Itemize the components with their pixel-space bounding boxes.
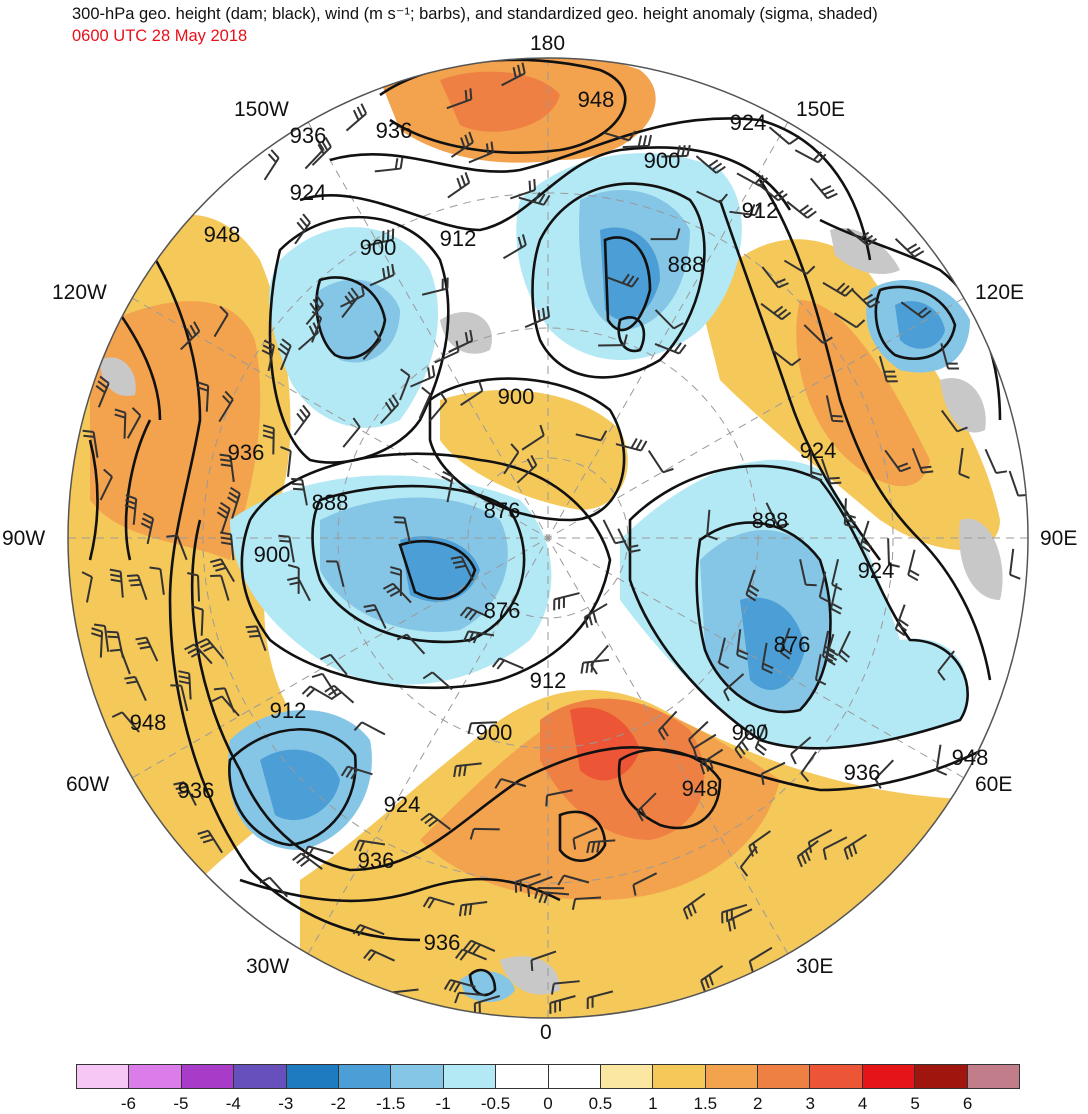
colorbar-swatch <box>706 1065 758 1088</box>
contour-label: 888 <box>752 508 789 533</box>
colorbar-swatch <box>287 1065 339 1088</box>
contour-label: 936 <box>290 123 327 148</box>
contour-label: 924 <box>384 792 421 817</box>
lon-label-150w: 150W <box>234 99 289 120</box>
contour-label: 936 <box>178 778 215 803</box>
contour-label: 924 <box>858 558 895 583</box>
contour-label: 948 <box>204 222 241 247</box>
contour-label: 936 <box>424 930 461 955</box>
contour-label: 912 <box>742 198 779 223</box>
lon-label-30e: 30E <box>796 956 833 977</box>
colorbar-tick-label: 5 <box>910 1094 919 1114</box>
contour-label: 924 <box>730 110 767 135</box>
polar-map: 948 924 936 936 900 912 924 948 912 888 … <box>0 0 1088 1060</box>
chart-title: 300-hPa geo. height (dam; black), wind (… <box>72 4 878 24</box>
contour-label: 912 <box>440 226 477 251</box>
lon-label-60e: 60E <box>975 774 1012 795</box>
valid-time: 0600 UTC 28 May 2018 <box>72 27 247 46</box>
colorbar-tick-label: -6 <box>121 1094 136 1114</box>
colorbar-swatch <box>653 1065 705 1088</box>
contour-label: 948 <box>130 710 167 735</box>
lon-label-150e: 150E <box>796 99 845 120</box>
contour-label: 900 <box>476 720 513 745</box>
contour-label: 888 <box>312 490 349 515</box>
colorbar-swatch <box>496 1065 548 1088</box>
lon-label-180: 180 <box>530 33 565 54</box>
colorbar-swatch <box>549 1065 601 1088</box>
colorbar-tick-label: -1 <box>436 1094 451 1114</box>
colorbar-swatch <box>601 1065 653 1088</box>
colorbar-tick-label: -5 <box>173 1094 188 1114</box>
contour-label: 900 <box>254 542 291 567</box>
colorbar-tick-label: 4 <box>858 1094 867 1114</box>
colorbar-swatch <box>182 1065 234 1088</box>
colorbar-swatch <box>968 1065 1019 1088</box>
contour-label: 888 <box>668 252 705 277</box>
lon-label-90e: 90E <box>1040 528 1077 549</box>
colorbar-swatch <box>234 1065 286 1088</box>
contour-label: 912 <box>270 698 307 723</box>
colorbar-tick-label: 2 <box>753 1094 762 1114</box>
colorbar-tick-label: 0.5 <box>589 1094 613 1114</box>
contour-label: 948 <box>682 776 719 801</box>
contour-label: 948 <box>578 87 615 112</box>
colorbar-tick-label: -3 <box>278 1094 293 1114</box>
colorbar-swatch <box>915 1065 967 1088</box>
contour-label: 948 <box>952 745 989 770</box>
contour-label: 936 <box>376 118 413 143</box>
colorbar-swatch <box>444 1065 496 1088</box>
colorbar-tick-label: 6 <box>963 1094 972 1114</box>
colorbar <box>76 1064 1020 1089</box>
colorbar-swatch <box>863 1065 915 1088</box>
contour-label: 900 <box>644 148 681 173</box>
contour-label: 912 <box>530 668 567 693</box>
contour-label: 876 <box>774 632 811 657</box>
colorbar-tick-label: 0 <box>543 1094 552 1114</box>
contour-label: 924 <box>800 438 837 463</box>
colorbar-tick-label: -1.5 <box>376 1094 405 1114</box>
colorbar-tick-label: 3 <box>805 1094 814 1114</box>
colorbar-swatch <box>810 1065 862 1088</box>
contour-label: 936 <box>358 848 395 873</box>
lon-label-30w: 30W <box>246 956 289 977</box>
colorbar-swatch <box>339 1065 391 1088</box>
colorbar-tick-label: 1 <box>648 1094 657 1114</box>
lon-label-60w: 60W <box>66 774 109 795</box>
lon-label-120e: 120E <box>975 282 1024 303</box>
colorbar-swatch <box>758 1065 810 1088</box>
contour-label: 936 <box>844 760 881 785</box>
colorbar-swatch <box>129 1065 181 1088</box>
colorbar-swatch <box>391 1065 443 1088</box>
contour-label: 876 <box>484 498 521 523</box>
contour-label: 900 <box>498 384 535 409</box>
contour-label: 924 <box>290 180 327 205</box>
colorbar-tick-label: -0.5 <box>481 1094 510 1114</box>
colorbar-swatch <box>77 1065 129 1088</box>
colorbar-tick-label: -2 <box>331 1094 346 1114</box>
lon-label-0: 0 <box>540 1022 552 1043</box>
colorbar-tick-label: -4 <box>226 1094 241 1114</box>
contour-label: 900 <box>732 720 769 745</box>
colorbar-tick-label: 1.5 <box>694 1094 718 1114</box>
contour-label: 936 <box>228 440 265 465</box>
contour-label: 876 <box>484 598 521 623</box>
lon-label-120w: 120W <box>52 282 107 303</box>
lon-label-90w: 90W <box>2 528 45 549</box>
contour-label: 900 <box>360 235 397 260</box>
